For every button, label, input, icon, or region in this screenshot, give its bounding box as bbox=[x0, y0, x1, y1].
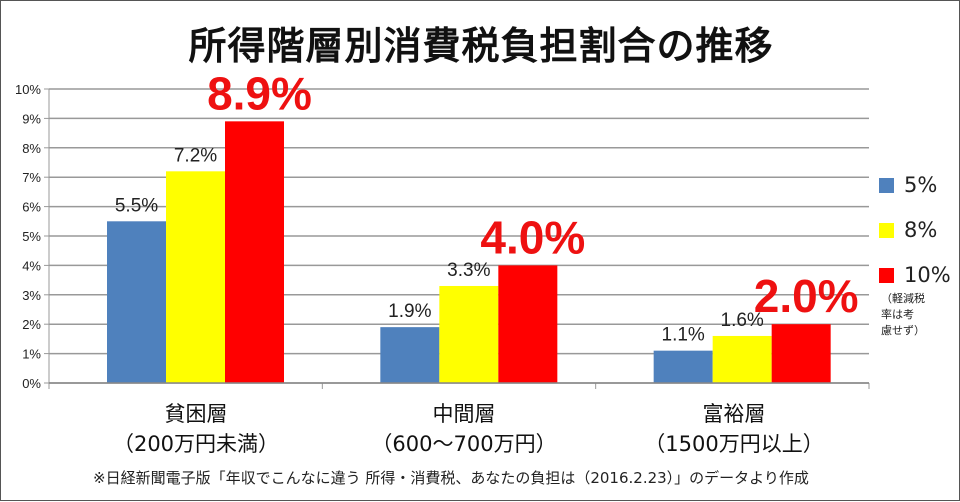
legend-note-line: 慮せず） bbox=[881, 324, 925, 337]
legend-note: （軽減税 率は考 慮せず） bbox=[881, 291, 951, 339]
bar-5pct bbox=[653, 350, 713, 383]
bar-8pct bbox=[712, 335, 772, 383]
legend-label: 5% bbox=[904, 173, 938, 197]
data-label: 7.2% bbox=[174, 145, 217, 166]
bar-10pct bbox=[498, 265, 558, 383]
data-label-highlight: 8.9% bbox=[207, 67, 312, 119]
y-tick-label: 1% bbox=[22, 347, 41, 362]
y-tick-label: 2% bbox=[22, 317, 41, 332]
y-tick-label: 5% bbox=[22, 229, 41, 244]
bar-5pct bbox=[107, 221, 166, 383]
bar-8pct bbox=[166, 171, 225, 383]
y-tick-label: 0% bbox=[22, 376, 41, 391]
legend-swatch bbox=[879, 222, 894, 238]
category-range: （1500万円以上） bbox=[644, 432, 824, 456]
legend-item-10: 10% bbox=[879, 263, 951, 287]
category-name: 中間層 bbox=[432, 402, 496, 426]
bar-8pct bbox=[439, 285, 499, 383]
bar-10pct bbox=[225, 121, 284, 383]
legend-label: 10% bbox=[904, 263, 951, 287]
data-label-highlight: 4.0% bbox=[480, 211, 585, 263]
y-tick-label: 8% bbox=[22, 141, 41, 156]
category-label-high: 富裕層 （1500万円以上） bbox=[599, 399, 869, 459]
legend-item-8: 8% bbox=[879, 218, 937, 242]
y-tick-label: 7% bbox=[22, 170, 41, 185]
data-label: 1.9% bbox=[388, 301, 431, 322]
category-label-middle: 中間層 （600〜700万円） bbox=[329, 399, 599, 459]
legend-item-5: 5% bbox=[879, 173, 937, 197]
category-range: （600〜700万円） bbox=[371, 432, 557, 456]
category-name: 貧困層 bbox=[164, 402, 228, 426]
source-note: ※日経新聞電子版「年収でこんなに違う 所得・消費税、あなたの負担は（2016.2… bbox=[93, 469, 809, 487]
y-tick-label: 4% bbox=[22, 258, 41, 273]
data-label: 5.5% bbox=[115, 195, 158, 216]
y-tick-label: 6% bbox=[22, 200, 41, 215]
bar-5pct bbox=[380, 327, 440, 383]
legend-swatch bbox=[879, 177, 894, 193]
chart-title: 所得階層別消費税負担割合の推移 bbox=[188, 24, 774, 68]
y-tick-label: 9% bbox=[22, 111, 41, 126]
data-label: 1.6% bbox=[721, 310, 764, 331]
bar-10pct bbox=[771, 324, 831, 383]
data-label: 1.1% bbox=[662, 325, 705, 346]
data-label: 3.3% bbox=[447, 260, 490, 281]
category-name: 富裕層 bbox=[702, 402, 766, 426]
category-label-low: 貧困層 （200万円未満） bbox=[61, 399, 331, 459]
legend-swatch bbox=[879, 267, 894, 283]
y-tick-label: 3% bbox=[22, 288, 41, 303]
y-tick-label: 10% bbox=[15, 82, 41, 97]
legend-note-line: （軽減税 bbox=[881, 292, 925, 305]
legend-note-line: 率は考 bbox=[881, 308, 914, 321]
category-range: （200万円未満） bbox=[112, 432, 280, 456]
data-label-highlight: 2.0% bbox=[754, 270, 859, 322]
legend-label: 8% bbox=[904, 218, 938, 242]
